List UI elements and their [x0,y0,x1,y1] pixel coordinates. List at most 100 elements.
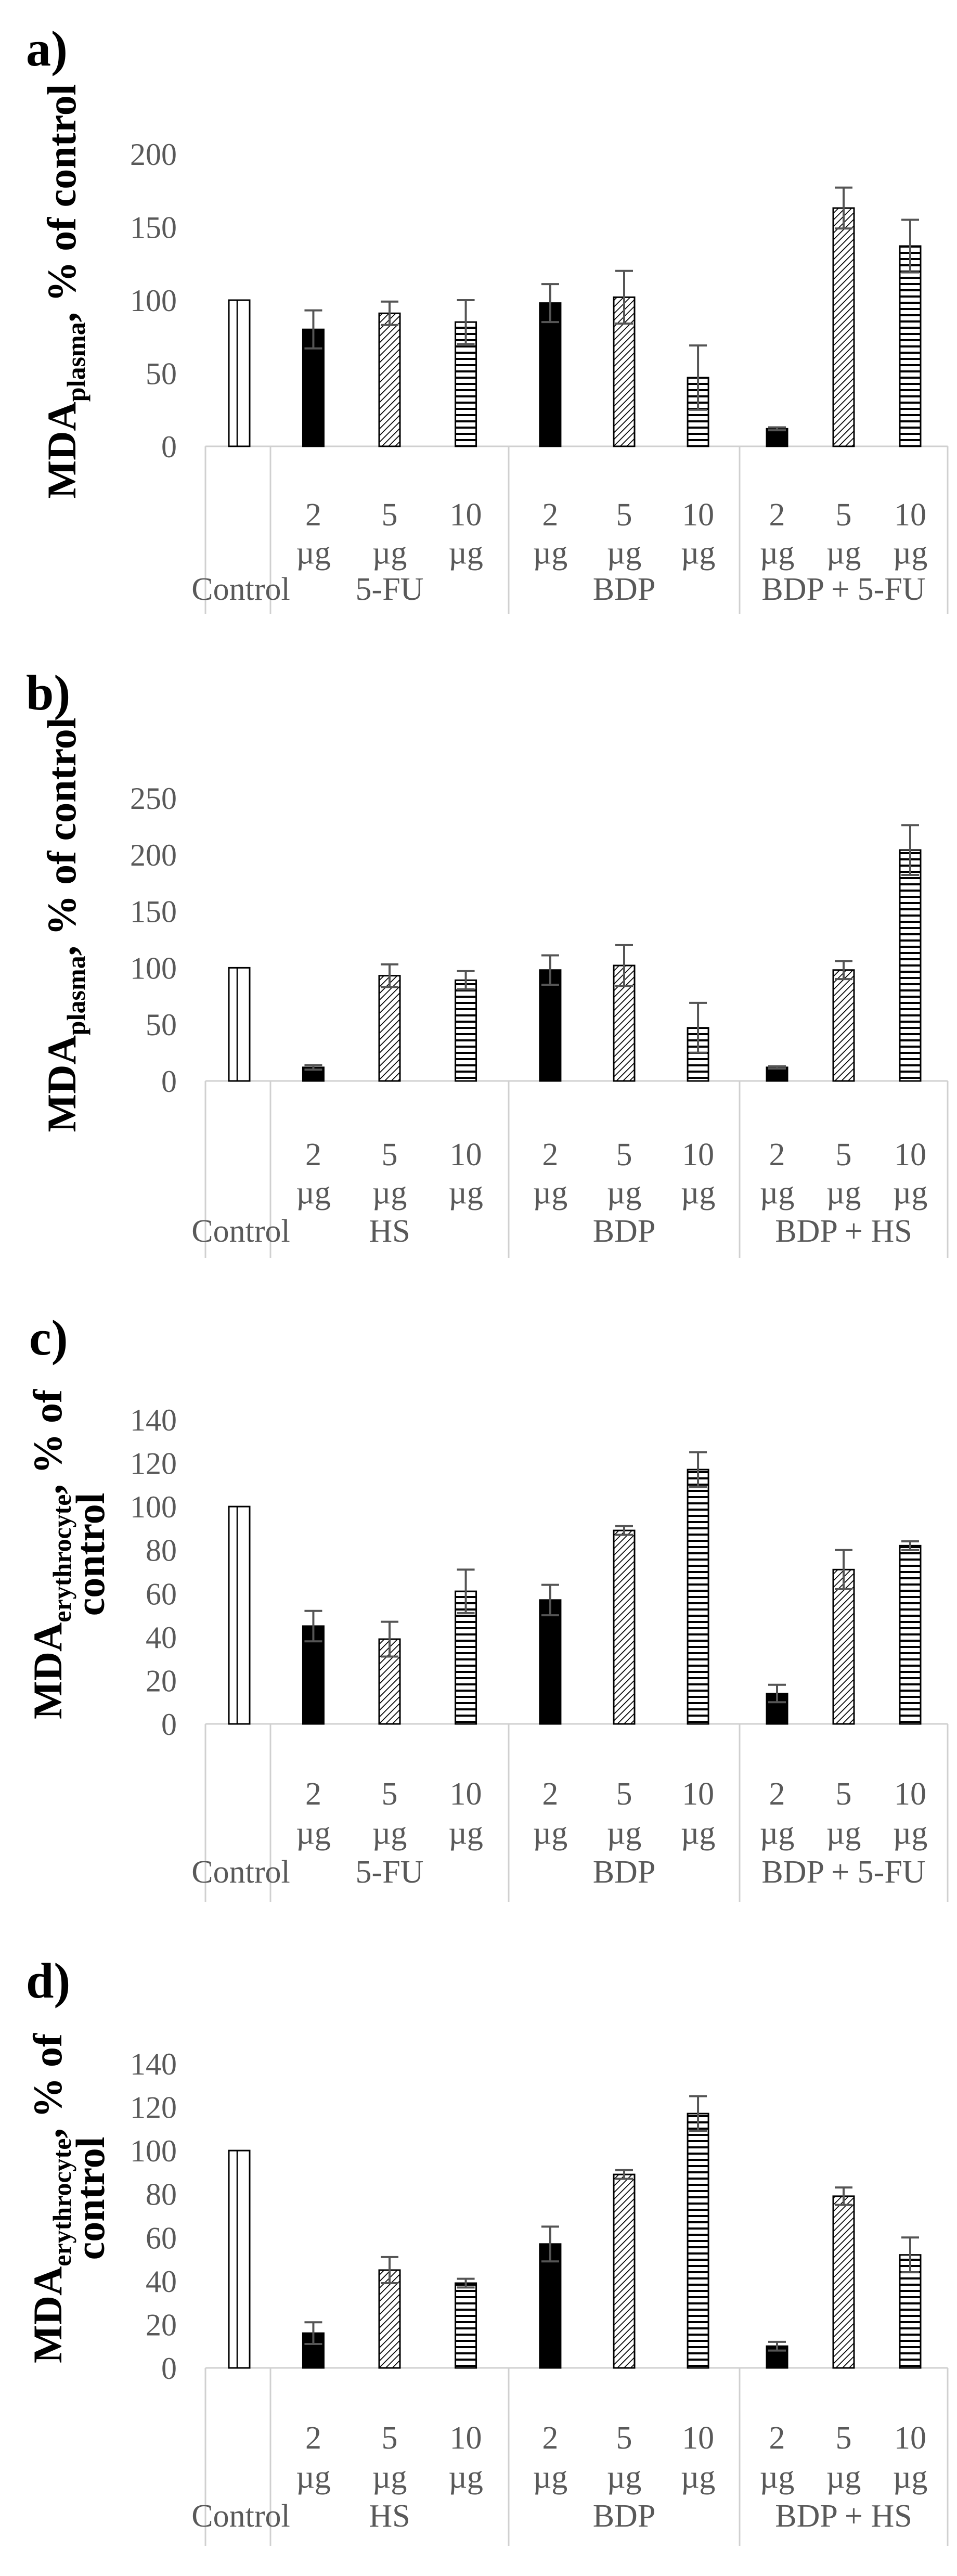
y-tick-label: 100 [130,951,177,985]
dose-label: 5 [836,497,852,533]
group-label: HS [369,1214,410,1249]
group-label: BDP + HS [775,1214,912,1249]
chart-a: 0 50 100 150 200 MDAplasma, % of control Contr… [39,84,949,614]
y-tick-label: 40 [146,2264,177,2299]
dose-label: 5 [836,1137,852,1173]
group-label: BDP [593,1214,656,1249]
dose-unit-label: µg [533,2459,568,2495]
dose-label: 2 [305,497,321,533]
bar [378,2269,401,2369]
dose-unit-label: µg [607,1175,642,1210]
y-tick-label: 80 [146,2178,177,2212]
dose-label: 10 [450,1137,482,1173]
dose-label: 10 [450,1776,482,1812]
y-tick-label: 0 [161,430,177,464]
dose-label: 10 [682,1137,714,1173]
panel-d: d) 0 20 40 60 80 100 120 140 MDAerythrocyte, % o… [0,1932,957,2576]
panel-a: a) 0 50 100 150 200 MDAplasma, % of control Co… [0,0,957,644]
y-tick-label: 60 [146,2221,177,2255]
bar [899,849,922,1082]
bar [832,1568,855,1725]
dose-unit-label: µg [760,2459,795,2495]
dose-unit-label: µg [607,2459,642,2495]
dose-label: 5 [836,2420,852,2456]
dose-label: 10 [894,1776,926,1812]
dose-label: 10 [682,1776,714,1812]
panel-letter-d: d) [26,1953,71,2008]
dose-label: 5 [382,2420,398,2456]
bar [539,1599,562,1725]
dose-label: 2 [542,2420,558,2456]
bar [832,2195,855,2369]
dose-label: 2 [769,497,785,533]
y-tick-label: 60 [146,1577,177,1611]
group-label: Control [191,1854,290,1890]
panel-letter-c: c) [29,1310,68,1366]
bar [613,2173,636,2369]
group-label: BDP + 5-FU [761,572,925,607]
bar [378,312,401,447]
dose-unit-label: µg [681,1815,716,1851]
svg-text:MDAplasma, % of control: MDAplasma, % of control [39,84,90,499]
dose-unit-label: µg [826,1175,861,1210]
panel-c: c) 0 20 40 60 80 100 120 140 MDAerythrocyte, % o… [0,1288,957,1932]
dose-label: 10 [450,497,482,533]
group-label: BDP [593,1854,656,1890]
dose-label: 5 [382,1776,398,1812]
dose-unit-label: µg [893,1175,928,1210]
y-axis-label: MDAplasma, % of control [39,84,90,499]
dose-label: 10 [894,1137,926,1173]
dose-unit-label: µg [533,1175,568,1210]
group-label: BDP + 5-FU [761,1854,925,1890]
panel-letter-a: a) [26,21,68,76]
bar [832,969,855,1082]
y-tick-label: 40 [146,1620,177,1655]
dose-label: 2 [769,1137,785,1173]
bar [228,2149,251,2369]
y-tick-label: 120 [130,2091,177,2125]
bar [687,1469,709,1725]
dose-label: 5 [616,1776,632,1812]
dose-unit-label: µg [760,535,795,571]
dose-unit-label: µg [372,1815,407,1851]
dose-unit-label: µg [296,1175,331,1210]
y-tick-label: 120 [130,1447,177,1481]
y-tick-label: 140 [130,1403,177,1437]
y-tick-label: 100 [130,1490,177,1524]
dose-label: 2 [305,1137,321,1173]
y-tick-label: 0 [161,1064,177,1099]
y-tick-label: 50 [146,357,177,391]
dose-unit-label: µg [826,1815,861,1851]
svg-text:MDAerythrocyte, % of: MDAerythrocyte, % of [25,1389,76,1719]
group-label: BDP [593,572,656,607]
dose-label: 5 [836,1776,852,1812]
bar [378,975,401,1082]
y-tick-label: 80 [146,1534,177,1568]
dose-label: 5 [382,497,398,533]
group-label: BDP [593,2498,656,2534]
y-axis-label: MDAplasma, % of control [39,718,90,1132]
dose-label: 5 [382,1137,398,1173]
svg-text:control: control [68,1493,113,1616]
dose-unit-label: µg [681,2459,716,2495]
bar [832,207,855,447]
bar [455,2282,477,2369]
dose-unit-label: µg [826,2459,861,2495]
y-tick-label: 150 [130,895,177,929]
dose-label: 2 [769,1776,785,1812]
dose-label: 10 [682,2420,714,2456]
panel-b: b) 0 50 100 150 200 250 MDAplasma, % of contro… [0,644,957,1288]
group-label: Control [191,572,290,607]
svg-text:MDAplasma, % of control: MDAplasma, % of control [39,718,90,1132]
group-label: 5-FU [356,1854,424,1890]
y-tick-label: 200 [130,137,177,172]
chart-c: 0 20 40 60 80 100 120 140 MDAerythrocyte, % ofco… [25,1389,949,1902]
dose-unit-label: µg [760,1175,795,1210]
y-tick-label: 250 [130,781,177,816]
dose-label: 2 [542,1776,558,1812]
y-tick-label: 200 [130,838,177,872]
dose-label: 2 [542,1137,558,1173]
group-label: Control [191,2498,290,2534]
